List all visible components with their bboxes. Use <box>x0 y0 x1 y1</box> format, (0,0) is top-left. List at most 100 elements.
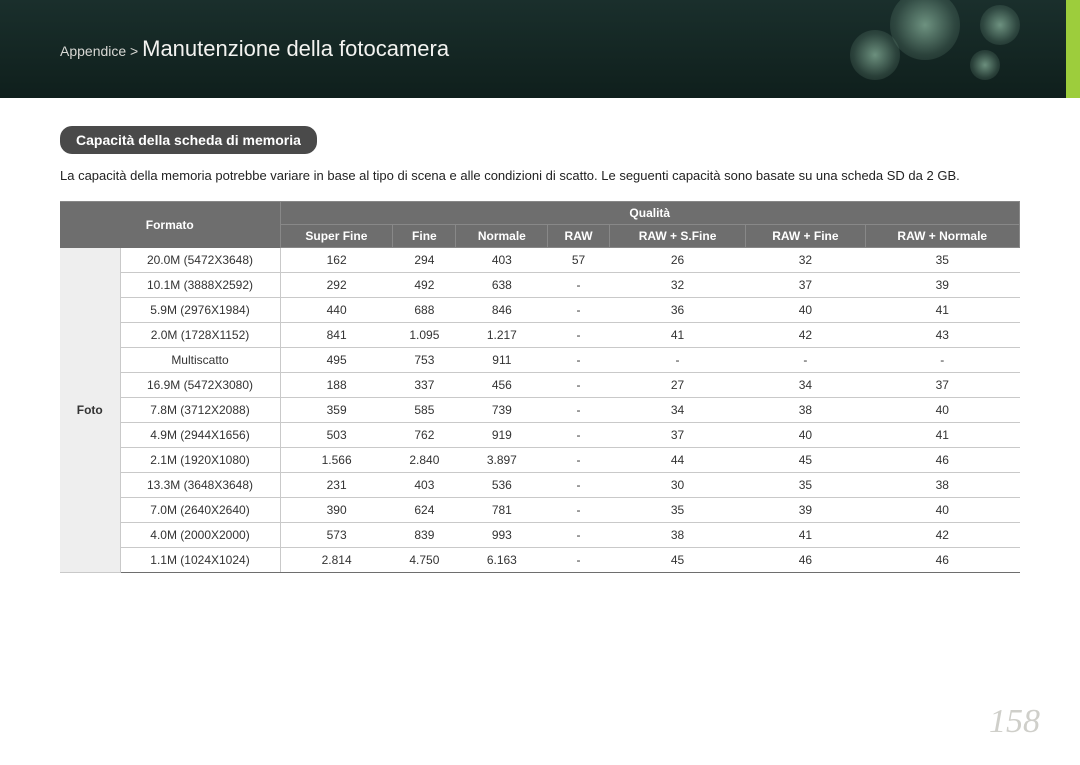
cell-format: 4.9M (2944X1656) <box>120 423 280 448</box>
cell-format: 5.9M (2976X1984) <box>120 298 280 323</box>
breadcrumb: Appendice > Manutenzione della fotocamer… <box>60 36 449 62</box>
cell-value: 6.163 <box>456 548 548 573</box>
cell-value: 162 <box>280 248 393 273</box>
cell-value: 35 <box>609 498 745 523</box>
cell-format: 7.0M (2640X2640) <box>120 498 280 523</box>
cell-value: 41 <box>609 323 745 348</box>
cell-value: 44 <box>609 448 745 473</box>
header-bokeh <box>780 0 1040 98</box>
cell-value: 34 <box>609 398 745 423</box>
table-row: 7.0M (2640X2640)390624781-353940 <box>60 498 1020 523</box>
table-row: 2.0M (1728X1152)8411.0951.217-414243 <box>60 323 1020 348</box>
th-quality-col: RAW + Fine <box>746 225 865 248</box>
table-row: 1.1M (1024X1024)2.8144.7506.163-454646 <box>60 548 1020 573</box>
cell-value: 39 <box>865 273 1019 298</box>
cell-value: 41 <box>865 423 1019 448</box>
cell-format: 13.3M (3648X3648) <box>120 473 280 498</box>
table-row: 4.9M (2944X1656)503762919-374041 <box>60 423 1020 448</box>
cell-value: 337 <box>393 373 456 398</box>
cell-value: 46 <box>865 448 1019 473</box>
cell-value: 26 <box>609 248 745 273</box>
cell-value: 846 <box>456 298 548 323</box>
cell-value: 41 <box>865 298 1019 323</box>
cell-value: 919 <box>456 423 548 448</box>
cell-value: 403 <box>393 473 456 498</box>
th-quality-col: Super Fine <box>280 225 393 248</box>
cell-value: 4.750 <box>393 548 456 573</box>
table-row: 2.1M (1920X1080)1.5662.8403.897-444546 <box>60 448 1020 473</box>
cell-value: 495 <box>280 348 393 373</box>
cell-value: 38 <box>609 523 745 548</box>
section-heading-pill: Capacità della scheda di memoria <box>60 126 317 154</box>
cell-value: 762 <box>393 423 456 448</box>
breadcrumb-section: Appendice > <box>60 43 142 59</box>
th-quality-col: RAW <box>548 225 610 248</box>
th-quality-col: RAW + S.Fine <box>609 225 745 248</box>
cell-value: - <box>548 473 610 498</box>
table-head: Formato Qualità Super FineFineNormaleRAW… <box>60 202 1020 248</box>
table-row: 13.3M (3648X3648)231403536-303538 <box>60 473 1020 498</box>
cell-value: - <box>865 348 1019 373</box>
cell-value: 1.566 <box>280 448 393 473</box>
cell-value: 188 <box>280 373 393 398</box>
table-body: Foto20.0M (5472X3648)1622944035726323510… <box>60 248 1020 573</box>
cell-value: 37 <box>746 273 865 298</box>
cell-value: 624 <box>393 498 456 523</box>
cell-value: 37 <box>609 423 745 448</box>
cell-value: 440 <box>280 298 393 323</box>
table-row: 5.9M (2976X1984)440688846-364041 <box>60 298 1020 323</box>
cell-value: 841 <box>280 323 393 348</box>
cell-format: 7.8M (3712X2088) <box>120 398 280 423</box>
page-content: Capacità della scheda di memoria La capa… <box>0 98 1080 573</box>
cell-value: - <box>548 548 610 573</box>
cell-value: 40 <box>865 398 1019 423</box>
cell-value: - <box>548 348 610 373</box>
cell-value: - <box>548 373 610 398</box>
section-description: La capacità della memoria potrebbe varia… <box>60 168 1020 183</box>
cell-value: 40 <box>746 423 865 448</box>
cell-value: 39 <box>746 498 865 523</box>
page-number: 158 <box>989 703 1040 741</box>
cell-value: 492 <box>393 273 456 298</box>
cell-value: 839 <box>393 523 456 548</box>
cell-value: - <box>609 348 745 373</box>
cell-value: 911 <box>456 348 548 373</box>
cell-value: - <box>548 523 610 548</box>
cell-format: 2.0M (1728X1152) <box>120 323 280 348</box>
page-header: Appendice > Manutenzione della fotocamer… <box>0 0 1080 98</box>
cell-value: 688 <box>393 298 456 323</box>
cell-value: 38 <box>865 473 1019 498</box>
cell-value: 231 <box>280 473 393 498</box>
table-row: 7.8M (3712X2088)359585739-343840 <box>60 398 1020 423</box>
cell-value: 638 <box>456 273 548 298</box>
th-formato: Formato <box>60 202 280 248</box>
cell-value: 573 <box>280 523 393 548</box>
cell-value: 43 <box>865 323 1019 348</box>
cell-value: 359 <box>280 398 393 423</box>
cell-format: 4.0M (2000X2000) <box>120 523 280 548</box>
cell-value: - <box>548 323 610 348</box>
cell-value: 35 <box>746 473 865 498</box>
cell-value: 41 <box>746 523 865 548</box>
table-row: 16.9M (5472X3080)188337456-273437 <box>60 373 1020 398</box>
table-row: Multiscatto495753911---- <box>60 348 1020 373</box>
cell-value: 35 <box>865 248 1019 273</box>
cell-value: 503 <box>280 423 393 448</box>
cell-value: - <box>548 398 610 423</box>
cell-value: 40 <box>746 298 865 323</box>
header-accent-stripe <box>1066 0 1080 98</box>
cell-value: 46 <box>865 548 1019 573</box>
th-quality-col: RAW + Normale <box>865 225 1019 248</box>
cell-value: 37 <box>865 373 1019 398</box>
table-row: 4.0M (2000X2000)573839993-384142 <box>60 523 1020 548</box>
cell-value: - <box>746 348 865 373</box>
breadcrumb-title: Manutenzione della fotocamera <box>142 36 449 61</box>
cell-value: 2.840 <box>393 448 456 473</box>
cell-value: 32 <box>609 273 745 298</box>
cell-value: 292 <box>280 273 393 298</box>
cell-value: - <box>548 298 610 323</box>
cell-value: 2.814 <box>280 548 393 573</box>
cell-value: 1.095 <box>393 323 456 348</box>
cell-value: 42 <box>746 323 865 348</box>
cell-value: 57 <box>548 248 610 273</box>
